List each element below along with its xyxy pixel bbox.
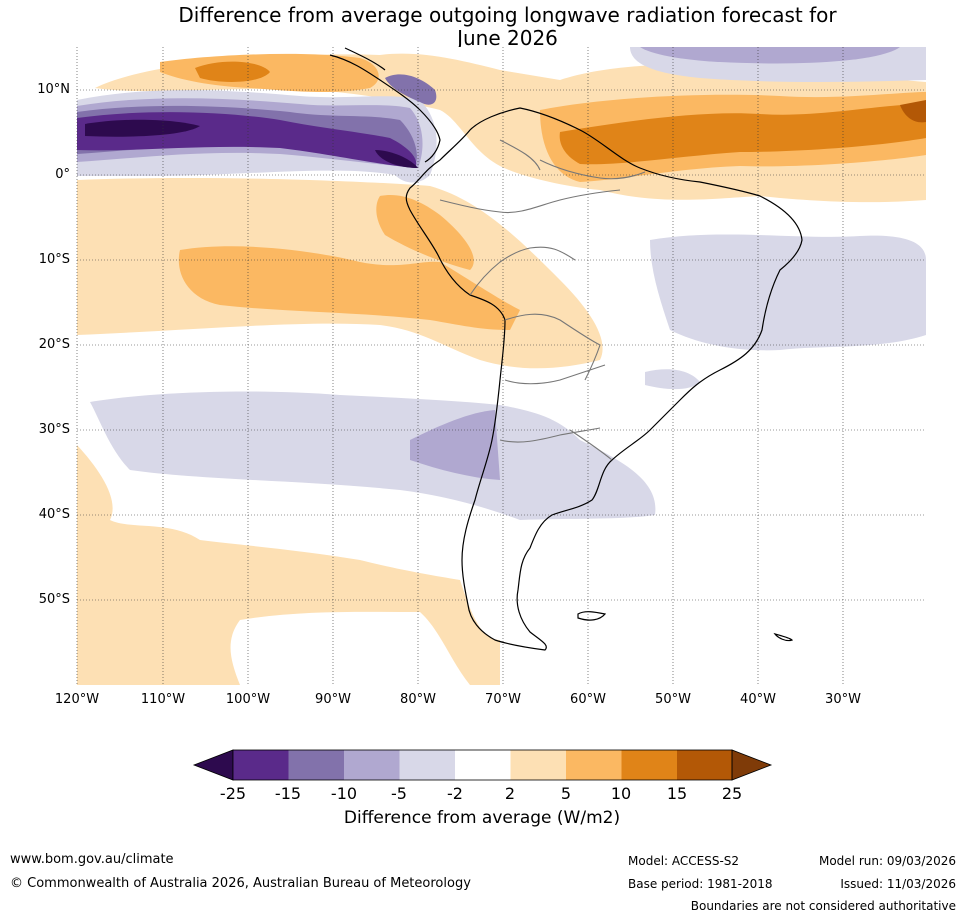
colorbar-bin-7 xyxy=(566,750,622,780)
colorbar-bin-9 xyxy=(677,750,732,780)
anomaly-region-neg-caribbean xyxy=(385,74,437,105)
lat-label-20s: 20°S xyxy=(38,337,70,352)
colorbar-bin-2 xyxy=(288,750,344,780)
colorbar-bin-8 xyxy=(621,750,677,780)
colorbar-tick: -2 xyxy=(447,784,463,803)
lat-label-10n: 10°N xyxy=(37,82,70,97)
lat-label-50s: 50°S xyxy=(38,592,70,607)
colorbar-label: Difference from average (W/m2) xyxy=(343,808,621,828)
anomaly-region-neg-itcz-25 xyxy=(85,119,200,137)
anomaly-region-neg-east-2 xyxy=(645,369,700,390)
copyright-text: © Commonwealth of Australia 2026, Austra… xyxy=(10,876,471,891)
country-borders xyxy=(439,139,646,461)
lon-label-60w: 60°W xyxy=(570,692,606,707)
anomaly-region-pos-tropics-5 xyxy=(178,246,520,330)
anomaly-region-neg-south-5 xyxy=(410,410,500,480)
anomaly-region-pos-atlantic-15 xyxy=(900,100,926,123)
title-line-2: June 2026 xyxy=(457,26,558,50)
colorbar xyxy=(192,749,773,781)
colorbar-tick: -25 xyxy=(219,784,247,803)
colorbar-tick: -5 xyxy=(391,784,407,803)
colorbar-tick: 25 xyxy=(721,784,743,803)
falkland-islands xyxy=(577,611,607,621)
anomaly-region-neg-north-atlantic-5 xyxy=(640,47,900,64)
lon-label-70w: 70°W xyxy=(485,692,521,707)
colorbar-extend-low xyxy=(192,749,234,781)
colorbar-bin-5 xyxy=(455,750,511,780)
model-name: Model: ACCESS-S2 xyxy=(628,854,740,868)
anomaly-field xyxy=(77,47,926,685)
colorbar-bin-6 xyxy=(510,750,566,780)
base-period: Base period: 1981-2018 xyxy=(628,877,773,891)
colorbar-bin-1 xyxy=(233,750,289,780)
south-america-coast xyxy=(405,107,803,651)
anomaly-region-neg-south-band xyxy=(90,391,656,520)
model-run: Model run: 09/03/2026 xyxy=(818,854,956,868)
website-link[interactable]: www.bom.gov.au/climate xyxy=(10,852,174,867)
lat-label-10s: 10°S xyxy=(38,252,70,267)
anomaly-region-neg-itcz-25b xyxy=(375,150,418,168)
boundary-disclaimer: Boundaries are not considered authoritat… xyxy=(690,899,956,913)
lon-label-110w: 110°W xyxy=(140,692,186,707)
anomaly-region-pos-southwest xyxy=(230,611,470,685)
colorbar-tick: 2 xyxy=(504,784,516,803)
anomaly-region-neg-east xyxy=(650,234,926,351)
lon-label-120w: 120°W xyxy=(54,692,100,707)
colorbar-tick: -10 xyxy=(330,784,358,803)
lon-label-100w: 100°W xyxy=(225,692,271,707)
issued-date: Issued: 11/03/2026 xyxy=(840,877,956,891)
lon-label-40w: 40°W xyxy=(740,692,776,707)
lon-label-50w: 50°W xyxy=(655,692,691,707)
colorbar-bin-3 xyxy=(344,750,400,780)
lon-label-90w: 90°W xyxy=(315,692,351,707)
lat-label-0: 0° xyxy=(55,167,70,182)
anomaly-region-pos-tropics-5b xyxy=(376,194,474,270)
lat-label-40s: 40°S xyxy=(38,507,70,522)
colorbar-tick: 5 xyxy=(560,784,572,803)
map-title: Difference from average outgoing longwav… xyxy=(0,4,965,50)
lat-label-30s: 30°S xyxy=(38,422,70,437)
title-line-1: Difference from average outgoing longwav… xyxy=(178,3,837,27)
lon-label-80w: 80°W xyxy=(400,692,436,707)
graticule xyxy=(76,47,926,685)
central-america-coast xyxy=(329,47,441,163)
colorbar-bin-4 xyxy=(399,750,455,780)
south-georgia xyxy=(773,632,794,642)
anomaly-region-pos-atlantic-10 xyxy=(559,104,926,165)
lon-label-30w: 30°W xyxy=(825,692,861,707)
coastline xyxy=(329,47,803,651)
colorbar-tick: -15 xyxy=(274,784,302,803)
colorbar-tick: 10 xyxy=(610,784,632,803)
anomaly-region-pos-north-10 xyxy=(195,61,270,82)
colorbar-tick: 15 xyxy=(666,784,688,803)
colorbar-extend-high xyxy=(731,749,773,781)
